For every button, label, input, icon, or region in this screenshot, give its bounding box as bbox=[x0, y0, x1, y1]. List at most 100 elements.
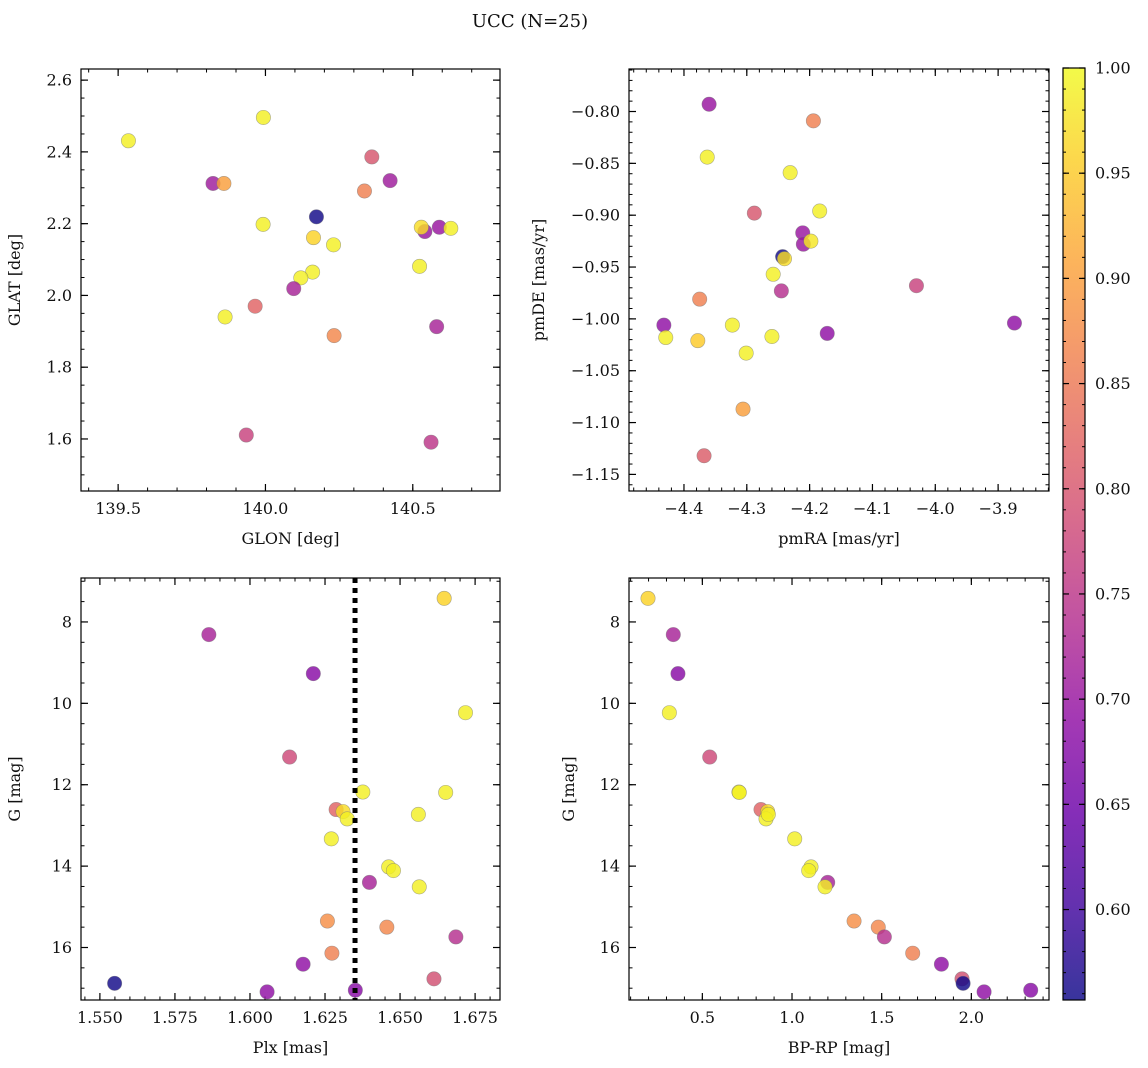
x-tick-label: −4.0 bbox=[916, 499, 955, 518]
x-axis-label: GLON [deg] bbox=[241, 529, 339, 548]
y-tick-label: −0.90 bbox=[571, 206, 620, 225]
x-tick-label: 1.625 bbox=[302, 1008, 348, 1027]
x-tick-label: 140.5 bbox=[390, 499, 436, 518]
x-tick-label: 1.650 bbox=[377, 1008, 423, 1027]
data-point bbox=[457, 705, 473, 721]
data-point bbox=[760, 806, 776, 822]
x-tick-label: 1.675 bbox=[452, 1008, 498, 1027]
y-tick-label: 1.6 bbox=[47, 429, 72, 448]
data-point bbox=[107, 975, 123, 991]
data-point bbox=[905, 945, 921, 961]
data-point bbox=[746, 205, 762, 221]
y-tick-label: 2.6 bbox=[47, 71, 72, 90]
data-point bbox=[812, 203, 828, 219]
data-point bbox=[379, 919, 395, 935]
data-point bbox=[324, 945, 340, 961]
x-tick-label: −3.9 bbox=[979, 499, 1018, 518]
data-point bbox=[282, 749, 298, 765]
y-tick-label: −0.95 bbox=[571, 258, 620, 277]
colorbar-tick-label: 0.85 bbox=[1095, 374, 1131, 393]
colorbar-tick-label: 0.90 bbox=[1095, 269, 1131, 288]
data-point bbox=[295, 956, 311, 972]
data-point bbox=[364, 149, 380, 165]
data-point bbox=[805, 113, 821, 129]
data-point bbox=[765, 266, 781, 282]
data-point bbox=[976, 984, 992, 1000]
y-tick-label: −1.15 bbox=[571, 465, 620, 484]
y-tick-label: 14 bbox=[600, 857, 620, 876]
colorbar: 0.60 0.65 0.70 0.75 0.80 0.85 0.90 0.95 1.00 bbox=[1062, 59, 1131, 1001]
y-tick-label: 2.4 bbox=[47, 142, 72, 161]
x-tick-label: 1.575 bbox=[152, 1008, 198, 1027]
x-tick-label: −4.1 bbox=[853, 499, 892, 518]
data-point bbox=[782, 165, 798, 181]
y-axis-label: G [mag] bbox=[5, 756, 24, 821]
y-tick-label: 10 bbox=[600, 694, 620, 713]
data-point bbox=[665, 627, 681, 643]
data-point bbox=[355, 784, 371, 800]
data-point bbox=[801, 863, 817, 879]
data-point bbox=[356, 183, 372, 199]
colorbar-tick-label: 0.95 bbox=[1095, 164, 1131, 183]
data-point bbox=[326, 237, 342, 253]
data-point bbox=[819, 325, 835, 341]
axes-frame bbox=[628, 577, 1050, 1001]
data-point bbox=[846, 913, 862, 929]
x-axis-label: pmRA [mas/yr] bbox=[778, 529, 900, 548]
data-point bbox=[640, 590, 656, 606]
data-point bbox=[216, 175, 232, 191]
data-point bbox=[696, 448, 712, 464]
y-tick-label: 10 bbox=[52, 694, 72, 713]
data-point bbox=[326, 328, 342, 344]
colorbar-tick-label: 1.00 bbox=[1095, 59, 1131, 78]
scatter-points bbox=[640, 590, 1039, 1000]
scatter-points bbox=[656, 96, 1022, 464]
colorbar-frame bbox=[1062, 67, 1086, 1001]
x-axis-label: Plx [mas] bbox=[253, 1038, 328, 1057]
x-tick-label: −4.2 bbox=[790, 499, 829, 518]
data-point bbox=[413, 219, 429, 235]
data-point bbox=[339, 811, 355, 827]
x-tick-label: 1.550 bbox=[77, 1008, 123, 1027]
panel-proper-motion: −4.4 −4.3 −4.2 −4.1 −4.0 −3.9 −1.15 −1.10 −1.05 −… bbox=[529, 68, 1050, 548]
data-point bbox=[423, 434, 439, 450]
data-point bbox=[817, 879, 833, 895]
colorbar-tick-label: 0.80 bbox=[1095, 479, 1131, 498]
data-point bbox=[293, 270, 309, 286]
data-point bbox=[690, 333, 706, 349]
axes-frame bbox=[80, 577, 501, 1001]
data-point bbox=[443, 220, 459, 236]
y-tick-label: 8 bbox=[610, 612, 620, 631]
data-point bbox=[255, 216, 271, 232]
x-tick-label: 2.0 bbox=[959, 1008, 984, 1027]
data-point bbox=[361, 874, 377, 890]
x-tick-label: 0.5 bbox=[690, 1008, 715, 1027]
x-tick-label: 1.5 bbox=[869, 1008, 894, 1027]
y-tick-label: −1.10 bbox=[571, 413, 620, 432]
data-point bbox=[217, 309, 233, 325]
data-point bbox=[1006, 315, 1022, 331]
colorbar-tick-label: 0.70 bbox=[1095, 690, 1131, 709]
y-tick-label: 1.8 bbox=[47, 358, 72, 377]
data-point bbox=[724, 317, 740, 333]
y-axis-label: G [mag] bbox=[559, 756, 578, 821]
data-point bbox=[120, 133, 136, 149]
data-point bbox=[908, 278, 924, 294]
y-tick-label: 12 bbox=[600, 775, 620, 794]
y-tick-label: 16 bbox=[600, 938, 620, 957]
figure-title: UCC (N=25) bbox=[472, 11, 588, 32]
data-point bbox=[429, 319, 445, 335]
x-tick-label: −4.4 bbox=[665, 499, 704, 518]
data-point bbox=[308, 209, 324, 225]
data-point bbox=[411, 879, 427, 895]
data-point bbox=[410, 806, 426, 822]
colorbar-tick-label: 0.75 bbox=[1095, 584, 1131, 603]
data-point bbox=[735, 401, 751, 417]
data-point bbox=[661, 705, 677, 721]
x-tick-label: 1.600 bbox=[227, 1008, 273, 1027]
x-tick-label: −4.3 bbox=[727, 499, 766, 518]
x-tick-label: 139.5 bbox=[95, 499, 141, 518]
y-tick-label: 12 bbox=[52, 775, 72, 794]
data-point bbox=[323, 831, 339, 847]
